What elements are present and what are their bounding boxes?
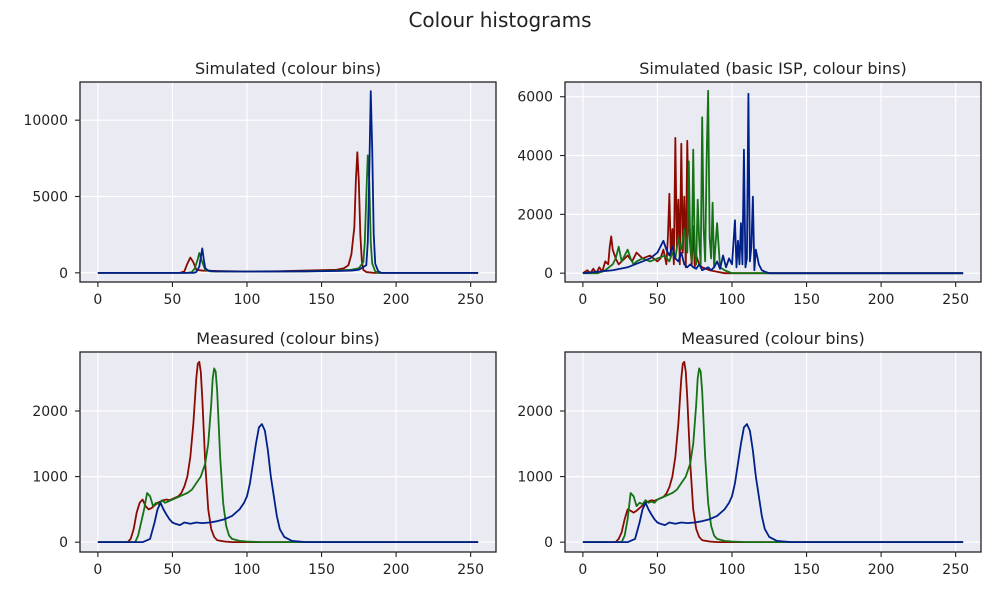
- x-tick-label: 100: [234, 562, 261, 578]
- axes-frame: [79, 351, 497, 553]
- plot-area: [80, 352, 496, 552]
- y-tick-label: 10000: [23, 113, 68, 129]
- x-tick-label: 150: [793, 292, 820, 308]
- series-line-blue: [582, 423, 964, 544]
- subplot-2: 0 50 100 150 200 250 0 2000 4000 6000 Simulated (b…: [517, 59, 982, 308]
- axes-frame: [564, 81, 982, 283]
- x-tick-label: 50: [164, 562, 182, 578]
- series-group: [97, 360, 479, 544]
- y-tick-label: 1000: [32, 470, 68, 486]
- x-tick-label: 0: [93, 562, 102, 578]
- x-tick-label: 200: [868, 292, 895, 308]
- x-tick-label: 100: [234, 292, 261, 308]
- x-tick-label: 200: [383, 562, 410, 578]
- plot-area: [80, 82, 496, 282]
- axes-frame: [79, 81, 497, 283]
- series-line-blue: [97, 423, 479, 544]
- y-tick-label: 5000: [32, 190, 68, 206]
- series-line-red: [97, 151, 479, 274]
- y-tick-label: 2000: [517, 404, 553, 420]
- subplot-1: 0 50 100 150 200 250 0 5000 10000 Simulated (colo…: [23, 59, 497, 308]
- x-tick-label: 100: [719, 292, 746, 308]
- series-line-green: [582, 89, 964, 275]
- series-line-red: [97, 360, 479, 544]
- series-line-red: [582, 360, 964, 544]
- x-tick-label: 150: [308, 562, 335, 578]
- x-tick-label: 250: [457, 562, 484, 578]
- x-tick-label: 200: [868, 562, 895, 578]
- y-tick-label: 2000: [32, 404, 68, 420]
- y-tick-label: 6000: [517, 90, 553, 106]
- plot-area: [565, 352, 981, 552]
- x-tick-label: 0: [93, 292, 102, 308]
- series-line-green: [582, 367, 964, 544]
- subplot-title: Measured (colour bins): [681, 329, 864, 348]
- plot-area: [565, 82, 981, 282]
- subplot-4: 0 50 100 150 200 250 0 1000 2000 Measured (colour…: [517, 329, 982, 578]
- x-tick-label: 200: [383, 292, 410, 308]
- x-tick-label: 250: [942, 562, 969, 578]
- series-line-blue: [97, 90, 479, 274]
- x-tick-label: 150: [793, 562, 820, 578]
- x-tick-label: 50: [649, 562, 667, 578]
- series-line-green: [97, 367, 479, 544]
- x-tick-label: 250: [942, 292, 969, 308]
- y-tick-label: 2000: [517, 207, 553, 223]
- y-tick-label: 0: [544, 535, 553, 551]
- y-tick-label: 1000: [517, 470, 553, 486]
- x-tick-label: 100: [719, 562, 746, 578]
- x-tick-label: 150: [308, 292, 335, 308]
- series-group: [582, 360, 964, 544]
- subplot-title: Simulated (colour bins): [195, 59, 381, 78]
- y-tick-label: 0: [59, 266, 68, 282]
- y-tick-label: 0: [544, 266, 553, 282]
- series-group: [97, 90, 479, 274]
- subplot-title: Simulated (basic ISP, colour bins): [639, 59, 906, 78]
- subplot-3: 0 50 100 150 200 250 0 1000 2000 Measured (colour…: [32, 329, 497, 578]
- series-group: [582, 89, 964, 275]
- x-tick-label: 50: [649, 292, 667, 308]
- series-line-blue: [582, 92, 964, 275]
- x-tick-label: 0: [578, 292, 587, 308]
- x-tick-label: 50: [164, 292, 182, 308]
- figure-title: Colour histograms: [408, 8, 591, 32]
- axes-frame: [564, 351, 982, 553]
- x-tick-label: 0: [578, 562, 587, 578]
- y-tick-label: 4000: [517, 149, 553, 165]
- subplot-title: Measured (colour bins): [196, 329, 379, 348]
- x-tick-label: 250: [457, 292, 484, 308]
- y-tick-label: 0: [59, 535, 68, 551]
